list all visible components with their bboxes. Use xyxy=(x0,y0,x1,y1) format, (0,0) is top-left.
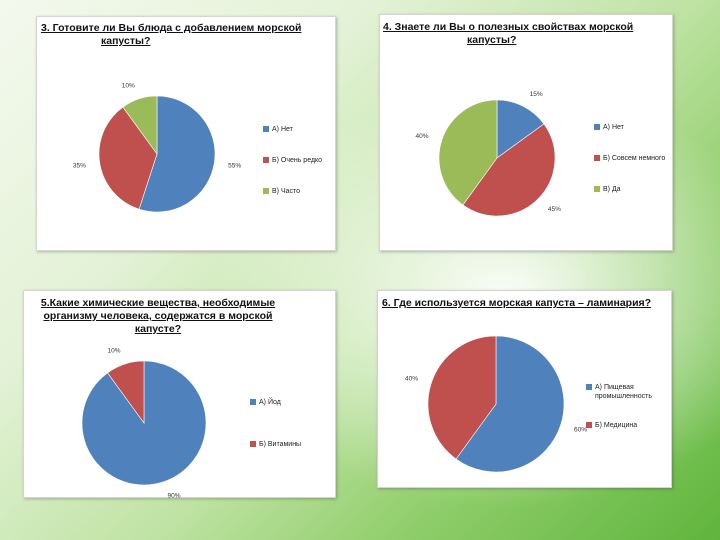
data-label-3: 40% xyxy=(415,133,428,140)
chart-title-2: 4. Знаете ли Вы о полезных свойствах мор… xyxy=(383,21,663,47)
data-label-2: 35% xyxy=(73,162,86,169)
data-label-2: 10% xyxy=(107,348,120,355)
pie-slice-2 xyxy=(462,123,556,217)
chart-panel-2: 4. Знаете ли Вы о полезных свойствах мор… xyxy=(379,14,673,251)
chart-title-line: капусты? xyxy=(101,35,151,47)
chart-title-line: 4. Знаете ли Вы о полезных свойствах мор… xyxy=(383,21,634,33)
legend-label: А) Пищевая промышленность xyxy=(595,384,652,400)
legend-item-1: А) Йод xyxy=(250,398,281,407)
data-label-1: 15% xyxy=(530,91,543,98)
chart-panel-4: 6. Где используется морская капуста – ла… xyxy=(377,290,672,488)
chart-title-line: 5.Какие химические вещества, необходимые xyxy=(40,297,276,309)
legend-swatch xyxy=(263,157,269,163)
legend-label: Б) Совсем немного xyxy=(603,155,666,162)
legend-item-2: Б) Совсем немного xyxy=(594,154,665,163)
data-label-2: 40% xyxy=(405,376,418,383)
data-label-1: 90% xyxy=(168,492,181,499)
pie-slice-2 xyxy=(98,106,158,210)
legend-label: А) Йод xyxy=(259,399,281,406)
pie-slice-1 xyxy=(496,99,545,159)
pie-slice-2 xyxy=(107,360,145,424)
legend-item-1: А) Нет xyxy=(263,125,293,134)
legend-swatch xyxy=(250,441,256,447)
chart-title-4: 6. Где используется морская капуста – ла… xyxy=(382,297,662,310)
pie-chart-4: 60% 40% xyxy=(405,335,587,473)
data-label-1: 55% xyxy=(228,162,241,169)
chart-title-1: 3. Готовите ли Вы блюда с добавлением мо… xyxy=(41,22,321,48)
legend-item-3: В) Часто xyxy=(263,187,300,196)
pie-slice-2 xyxy=(427,335,497,460)
legend-item-2: Б) Медицина xyxy=(586,421,637,430)
chart-title-line: организму человека, содержатся в морской xyxy=(43,310,273,322)
data-label-1: 60% xyxy=(574,426,587,433)
pie-slice-1 xyxy=(138,95,216,213)
chart-title-line: 6. Где используется морская капуста – ла… xyxy=(382,297,652,309)
legend-swatch xyxy=(586,384,592,390)
legend-label: А) Нет xyxy=(272,126,293,133)
legend-swatch xyxy=(594,155,600,161)
chart-title-line: 3. Готовите ли Вы блюда с добавлением мо… xyxy=(41,22,302,34)
legend-item-3: В) Да xyxy=(594,185,621,194)
legend-item-1: А) Пищевая промышленность xyxy=(586,383,657,401)
legend-item-2: Б) Очень редко xyxy=(263,156,322,165)
legend-swatch xyxy=(594,186,600,192)
legend-item-1: А) Нет xyxy=(594,123,624,132)
legend-swatch xyxy=(263,188,269,194)
pie-chart-2: 15% 45% 40% xyxy=(415,91,561,217)
legend-swatch xyxy=(250,399,256,405)
legend-label: Б) Медицина xyxy=(595,422,638,429)
data-label-3: 10% xyxy=(122,83,135,90)
chart-panel-3: 5.Какие химические вещества, необходимые… xyxy=(23,290,336,499)
legend-label: А) Нет xyxy=(603,124,624,131)
chart-panel-1: 3. Готовите ли Вы блюда с добавлением мо… xyxy=(36,16,336,251)
pie-chart-1: 55% 35% 10% xyxy=(73,83,241,213)
legend-label: Б) Витамины xyxy=(259,441,302,448)
pie-slice-3 xyxy=(438,99,498,206)
chart-title-line: капусты? xyxy=(467,34,517,46)
legend-label: В) Часто xyxy=(272,188,301,195)
chart-title-line: капусте? xyxy=(134,323,182,335)
legend-label: Б) Очень редко xyxy=(272,157,323,164)
pie-slice-3 xyxy=(122,95,158,155)
legend-swatch xyxy=(586,422,592,428)
legend-swatch xyxy=(594,124,600,130)
pie-slice-1 xyxy=(455,335,565,473)
legend-label: В) Да xyxy=(603,186,621,193)
chart-title-3: 5.Какие химические вещества, необходимые… xyxy=(38,297,278,336)
data-label-2: 45% xyxy=(548,206,561,213)
legend-swatch xyxy=(263,126,269,132)
pie-chart-3: 90% 10% xyxy=(81,348,207,499)
legend-item-2: Б) Витамины xyxy=(250,440,301,449)
